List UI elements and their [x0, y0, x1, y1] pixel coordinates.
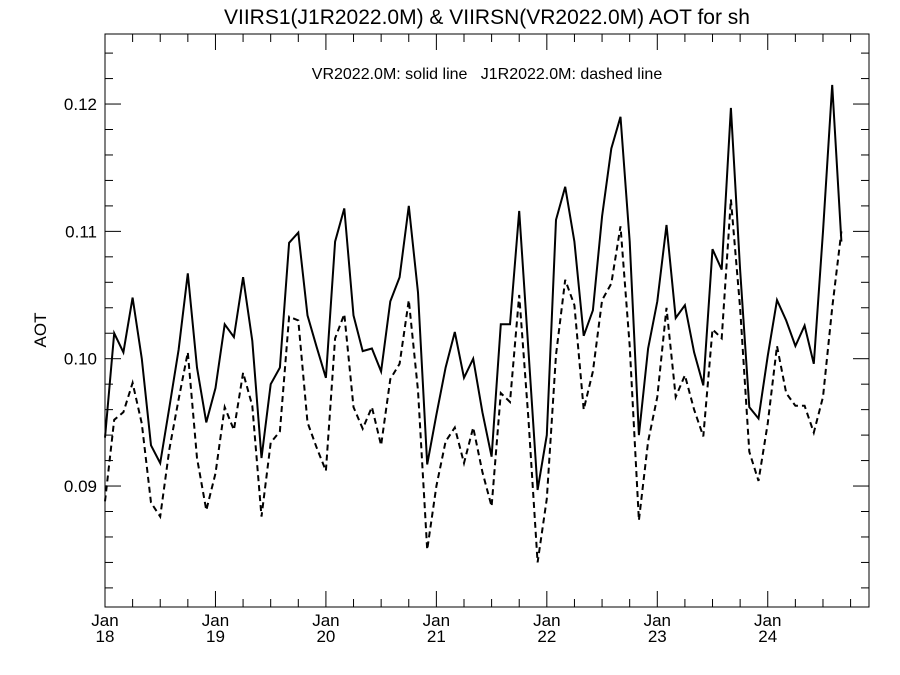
x-tick-label-year: 24 [758, 627, 777, 646]
series-line-dashed [104, 199, 843, 563]
y-tick-label: 0.09 [64, 477, 97, 496]
x-tick-label-month: Jan [312, 611, 339, 630]
y-axis-label: AOT [31, 313, 50, 348]
x-tick-label-month: Jan [533, 611, 560, 630]
x-tick-label-year: 19 [206, 627, 225, 646]
plot-frame [104, 33, 870, 608]
x-tick-label-month: Jan [754, 611, 781, 630]
y-tick-label: 0.11 [65, 222, 97, 241]
chart-title: VIIRS1(J1R2022.0M) & VIIRSN(VR2022.0M) A… [224, 6, 750, 29]
x-tick-label-month: Jan [423, 611, 450, 630]
line-style-legend: VR2022.0M: solid line J1R2022.0M: dashed… [312, 66, 663, 83]
series-lines [104, 84, 843, 563]
x-tick-label-month: Jan [202, 611, 229, 630]
x-tick-label-year: 23 [648, 627, 667, 646]
x-tick-label-month: Jan [644, 611, 671, 630]
x-tick-label-year: 21 [427, 627, 446, 646]
x-tick-label-year: 22 [537, 627, 556, 646]
y-tick-label: 0.12 [64, 95, 97, 114]
x-tick-label-year: 18 [96, 627, 115, 646]
y-tick-label: 0.10 [64, 350, 97, 369]
axes: 0.090.100.110.12Jan18Jan19Jan20Jan21Jan2… [64, 34, 869, 646]
x-tick-label-year: 20 [316, 627, 335, 646]
series-line-solid [104, 84, 843, 491]
x-tick-label-month: Jan [91, 611, 118, 630]
